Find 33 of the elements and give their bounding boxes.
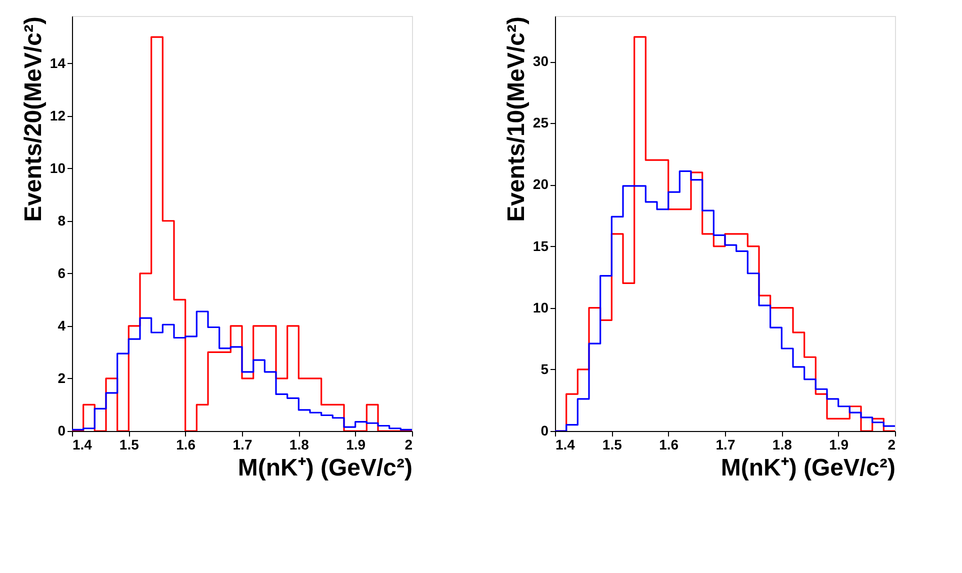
x-tick-label: 1.4: [556, 436, 576, 452]
x-tick-label: 1.9: [346, 436, 366, 452]
y-tick-label: 8: [58, 212, 66, 228]
y-tick-label: 14: [50, 54, 66, 71]
y-tick-label: 15: [532, 238, 549, 254]
x-axis-title: M(nK⁺) (GeV/c²): [720, 454, 896, 482]
x-tick-label: 2: [888, 436, 896, 452]
y-tick-label: 10: [532, 299, 549, 316]
y-tick-label: 25: [532, 114, 549, 131]
y-tick-label: 5: [540, 360, 549, 377]
x-tick-label: 1.7: [716, 436, 736, 452]
y-tick-label: 30: [532, 53, 549, 70]
x-axis-title: M(nK⁺) (GeV/c²): [238, 454, 412, 482]
x-tick-label: 1.8: [289, 436, 310, 452]
x-tick-label: 1.9: [829, 436, 849, 452]
y-tick-label: 6: [58, 264, 66, 281]
x-tick-label: 1.5: [119, 436, 140, 452]
y-tick-label: 2: [58, 370, 66, 386]
y-tick-label: 10: [50, 160, 66, 176]
x-tick-label: 1.4: [72, 436, 92, 452]
x-tick-label: 1.5: [602, 436, 622, 452]
y-axis-title: Events/20(MeV/c²): [20, 16, 47, 222]
y-axis-title: Events/10(MeV/c²): [502, 16, 530, 222]
y-tick-label: 20: [532, 176, 549, 192]
x-tick-label: 1.6: [659, 436, 679, 452]
x-tick-label: 1.6: [176, 436, 196, 452]
y-tick-label: 0: [540, 422, 549, 438]
y-tick-label: 12: [50, 107, 66, 124]
x-tick-label: 1.7: [232, 436, 252, 452]
x-tick-label: 1.8: [772, 436, 792, 452]
y-tick-label: 4: [58, 317, 66, 334]
y-tick-label: 0: [58, 422, 66, 438]
x-tick-label: 2: [404, 436, 413, 452]
